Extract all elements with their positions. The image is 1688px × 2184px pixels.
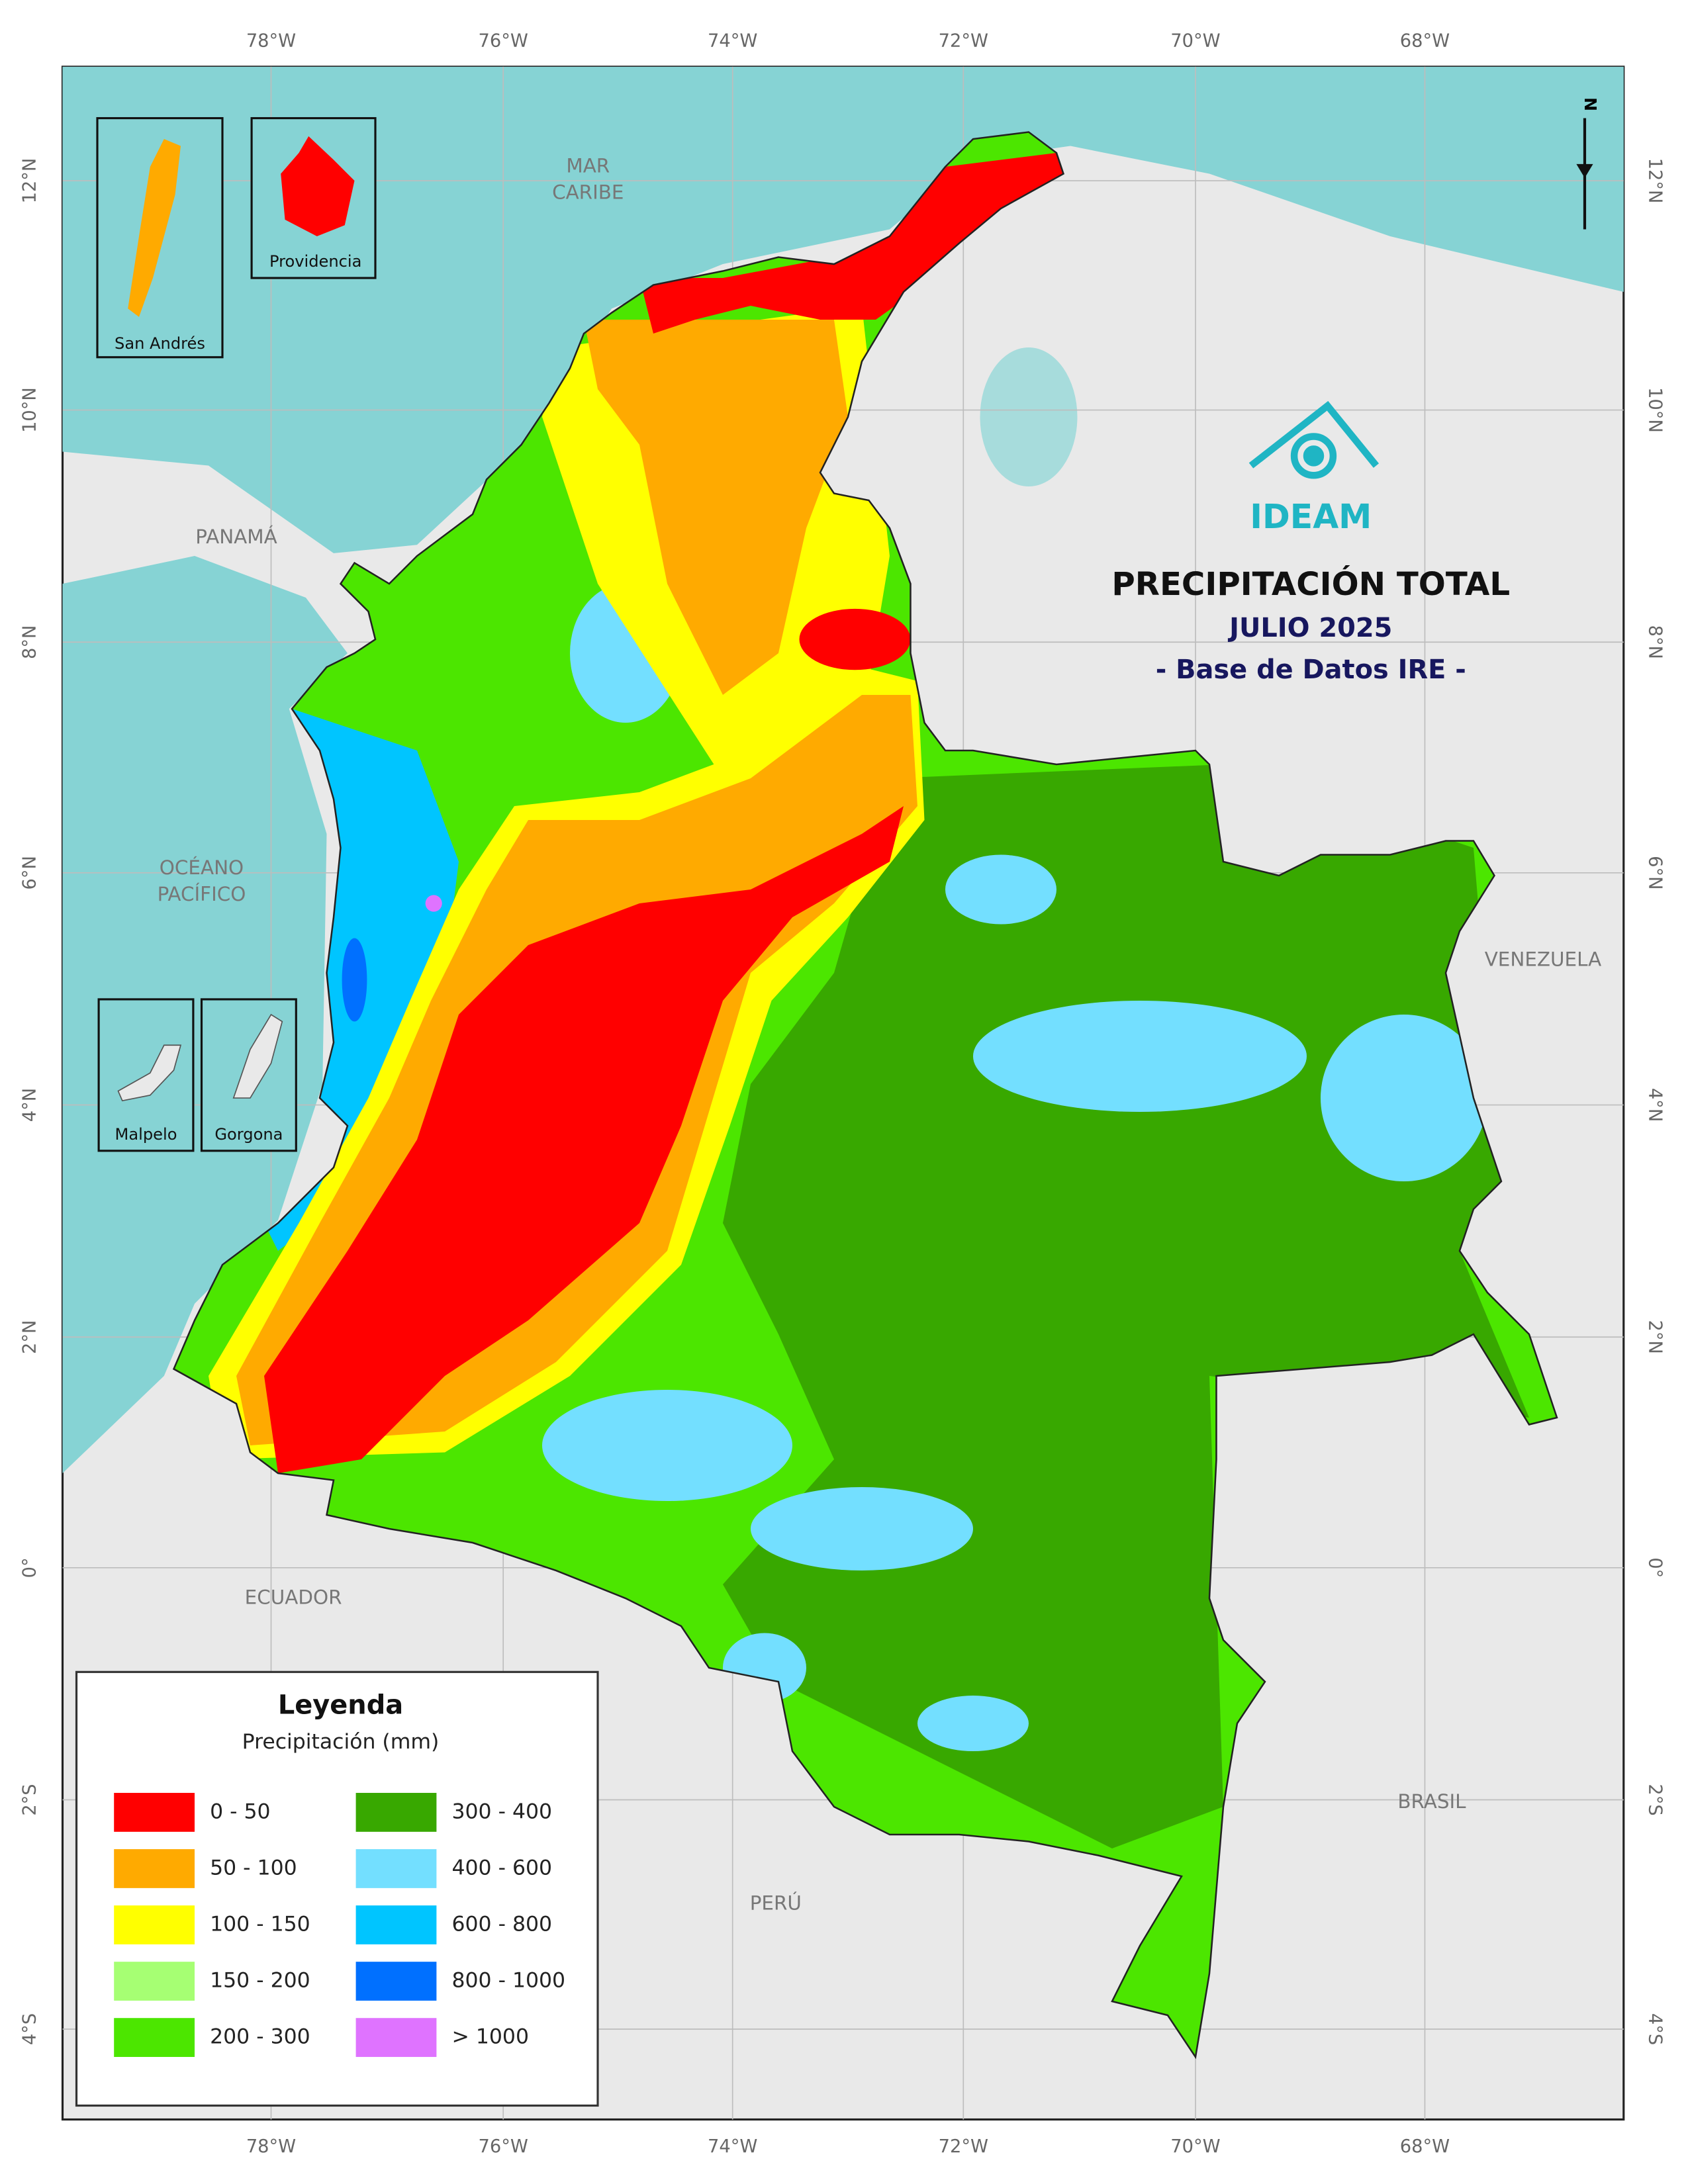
inset-label: San Andrés — [115, 334, 205, 353]
place-label: CARIBE — [552, 181, 624, 203]
map-title: PRECIPITACIÓN TOTAL — [1111, 565, 1510, 603]
lat-label: 0° — [20, 1557, 40, 1578]
legend-swatch — [114, 1905, 195, 1944]
lat-label: 2°S — [1644, 1784, 1665, 1815]
zone-50-100 — [583, 320, 848, 696]
legend-title: Leyenda — [278, 1690, 403, 1720]
lat-label: 2°N — [1644, 1320, 1665, 1354]
legend: 0 - 50 50 - 100 100 - 150 150 - 200 200 - 30… — [114, 1793, 565, 2058]
legend-swatch — [355, 2018, 437, 2058]
lon-label: 76°W — [479, 31, 528, 52]
lat-label: 4°N — [20, 1088, 40, 1122]
inset-label: Gorgona — [214, 1125, 283, 1144]
legend-swatch — [114, 2018, 195, 2058]
lat-label: 8°N — [20, 625, 40, 659]
lon-label: 70°W — [1170, 2136, 1220, 2157]
logo-roof — [1248, 400, 1380, 469]
lat-label: 6°N — [1644, 856, 1665, 889]
lat-label: 4°N — [1644, 1088, 1665, 1122]
inset-label: Malpelo — [115, 1125, 177, 1144]
legend-swatch — [355, 1793, 437, 1832]
zone-0-50 — [263, 806, 904, 1474]
lon-label: 78°W — [246, 31, 296, 52]
ideam-logo — [1248, 400, 1380, 479]
legend-label: 50 - 100 — [210, 1856, 297, 1880]
legend-label: > 1000 — [451, 2025, 529, 2049]
place-label: MAR — [566, 155, 610, 177]
lon-label: 74°W — [708, 31, 757, 52]
legend-label: 200 - 300 — [210, 2025, 310, 2049]
map-source: - Base de Datos IRE - — [1156, 655, 1466, 685]
lat-label: 10°N — [1644, 387, 1665, 433]
north-arrow-head — [1576, 163, 1593, 178]
place-label: BRASIL — [1397, 1790, 1466, 1813]
zone-300-400 — [722, 764, 1529, 1849]
zone-800-1000 — [342, 938, 367, 1022]
legend-swatch — [114, 1793, 195, 1832]
lat-label: 2°N — [20, 1320, 40, 1354]
logo-eye — [1303, 445, 1325, 467]
legend-label: 800 - 1000 — [451, 1969, 565, 1993]
logo-swirl — [1290, 433, 1337, 479]
legend-label: 300 - 400 — [451, 1799, 552, 1823]
lon-label: 68°W — [1400, 31, 1450, 52]
lon-label: 68°W — [1400, 2136, 1450, 2157]
lat-label: 4°S — [1644, 2013, 1665, 2045]
zone-over-1000 — [425, 895, 442, 912]
precip-zones — [208, 153, 1529, 1849]
legend-label: 600 - 800 — [451, 1913, 552, 1936]
lon-label: 76°W — [479, 2136, 528, 2157]
legend-label: 0 - 50 — [210, 1799, 270, 1823]
legend-label: 150 - 200 — [210, 1969, 310, 1993]
legend-swatch — [114, 1962, 195, 2001]
zone-0-50 — [799, 608, 911, 670]
inset-island — [232, 1013, 283, 1099]
lon-label: 72°W — [939, 31, 988, 52]
labels: 78°W 78°W 76°W 76°W 74°W 74°W 72°W 72°W 70°W 70°W… — [20, 31, 1665, 2157]
lat-label: 6°N — [20, 856, 40, 889]
insets — [96, 116, 377, 1152]
lon-label: 70°W — [1170, 31, 1220, 52]
lake-maracaibo — [980, 347, 1078, 487]
place-label: ECUADOR — [245, 1586, 342, 1609]
lat-label: 0° — [1644, 1557, 1665, 1578]
map-subtitle: JULIO 2025 — [1227, 613, 1392, 643]
legend-label: 100 - 150 — [210, 1913, 310, 1936]
place-label: OCÉANO — [160, 856, 244, 879]
inset-island — [128, 139, 181, 317]
place-label: PANAMÁ — [195, 525, 277, 548]
inset-island — [117, 1044, 182, 1102]
place-label: PERÚ — [750, 1891, 802, 1915]
legend-swatch — [114, 1849, 195, 1888]
logo-text: IDEAM — [1250, 497, 1372, 536]
lat-label: 12°N — [20, 158, 40, 204]
place-label: PACÍFICO — [158, 882, 246, 905]
lon-label: 74°W — [708, 2136, 757, 2157]
place-label: VENEZUELA — [1485, 948, 1602, 971]
lat-label: 10°N — [20, 387, 40, 433]
inset-label: Providencia — [269, 252, 361, 271]
legend-label: 400 - 600 — [451, 1856, 552, 1880]
legend-swatch — [355, 1905, 437, 1944]
lat-label: 12°N — [1644, 158, 1665, 204]
caribbean-sea — [62, 66, 1624, 553]
north-arrow: N — [1576, 97, 1600, 230]
legend-swatch — [355, 1849, 437, 1888]
legend-subtitle: Precipitación (mm) — [242, 1730, 440, 1754]
lon-label: 72°W — [939, 2136, 988, 2157]
inset-island — [281, 136, 355, 237]
north-label: N — [1581, 97, 1600, 111]
lat-label: 2°S — [20, 1784, 40, 1815]
legend-swatch — [355, 1962, 437, 2001]
lat-label: 8°N — [1644, 625, 1665, 659]
lon-label: 78°W — [246, 2136, 296, 2157]
lat-label: 4°S — [20, 2013, 40, 2045]
